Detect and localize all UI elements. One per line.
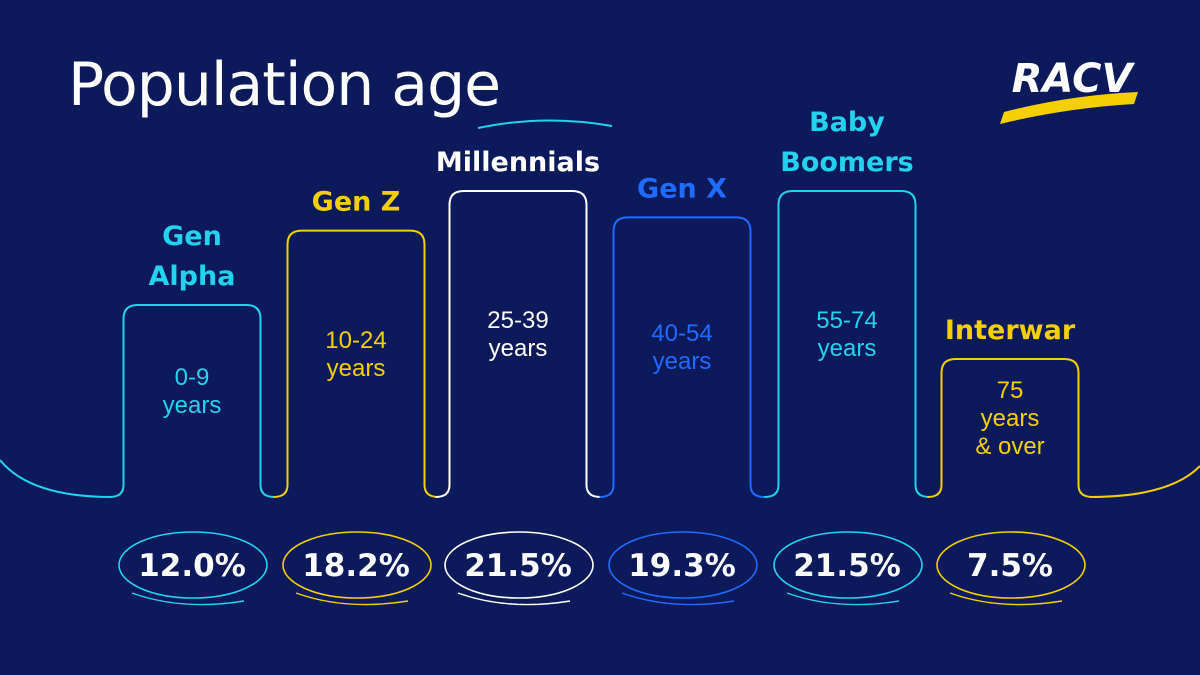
percentage-pill-stroke [621,592,735,606]
category-label: Gen X [637,173,727,204]
category-label: Baby Boomers [780,107,914,178]
percentage-pill-outline [444,531,594,599]
percentage-pill-outline [118,531,268,599]
percentage-pill-stroke [457,592,571,606]
percentage-pill-stroke [786,592,900,606]
percentage-value: 7.5% [967,548,1053,584]
logo-swoosh [1000,92,1138,124]
category-label: Millennials [436,147,600,178]
percentage-value: 12.0% [138,548,246,584]
category-label: Gen Alpha [149,221,236,292]
age-range-label: 0-9 years [163,364,222,419]
category-label: Interwar [945,315,1076,346]
percentage-pill-outline [936,531,1086,599]
page-title: Population age [68,50,501,120]
bar-interwar [927,358,1093,498]
baseline-swoosh-left [0,459,113,498]
percentage-pill-stroke [295,592,409,606]
racv-logo: RACV [1000,56,1138,124]
percentage-pill-outline [282,531,432,599]
percentage-pills-layer: 12.0% 18.2% 21.5% 19.3% 21.5% 7.5% [118,531,1086,606]
category-label: Gen Z [312,187,401,218]
age-range-label: 10-24 years [325,327,386,382]
bar-baby-boomers [764,190,930,498]
bar-gen-x [599,216,765,498]
percentage-value: 19.3% [628,548,736,584]
bar-gen-alpha [109,304,275,498]
age-range-label: 75 years & over [975,377,1044,460]
percentage-pill-outline [608,531,758,599]
percentage-value: 18.2% [302,548,410,584]
percentage-pill-stroke [949,592,1063,606]
percentage-value: 21.5% [793,548,901,584]
age-range-label: 40-54 years [651,320,712,375]
percentage-pill-outline [773,531,923,599]
age-range-label: 55-74 years [816,307,877,362]
title-underline [477,119,613,129]
percentage-pill-stroke [131,592,245,606]
baseline-swoosh-right [1089,465,1200,498]
age-range-label: 25-39 years [487,307,548,362]
bar-gen-z [273,229,439,498]
bar-millennials [435,190,601,498]
percentage-value: 21.5% [464,548,572,584]
labels-layer: Gen Alpha 0-9 years Gen Z 10-24 years Millennia… [149,107,1076,460]
bars-layer [109,190,1093,498]
